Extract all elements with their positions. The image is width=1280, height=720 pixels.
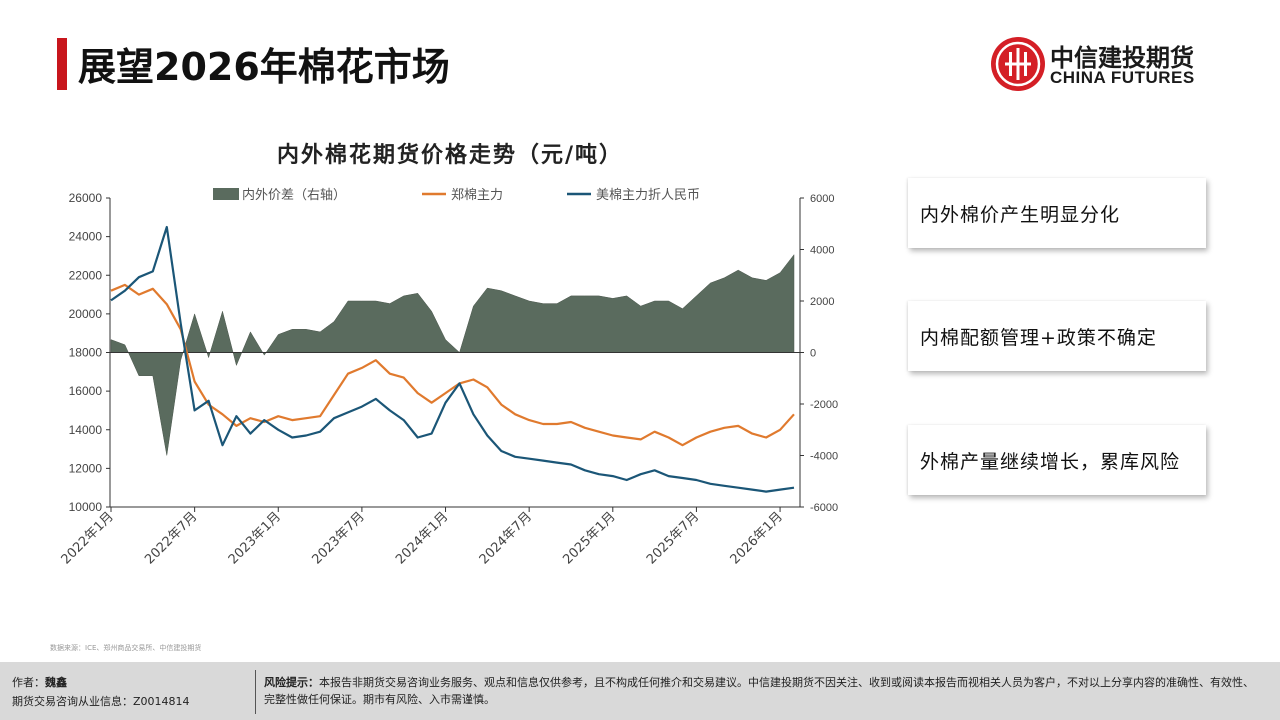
y-right-tick-label: -2000 <box>810 399 838 411</box>
y-right-tick-label: 0 <box>810 348 816 360</box>
insight-text-1: 内外棉价产生明显分化 <box>920 204 1121 226</box>
x-tick-label: 2025年1月 <box>560 509 618 567</box>
legend-label: 郑棉主力 <box>451 188 503 203</box>
y-left-tick-label: 24000 <box>69 230 103 244</box>
x-tick-label: 2024年7月 <box>477 509 535 567</box>
insight-card-2: 内棉配额管理+政策不确定 <box>908 301 1206 371</box>
insight-text-3: 外棉产量继续增长，累库风险 <box>920 451 1181 473</box>
x-tick-label: 2025年7月 <box>644 509 702 567</box>
y-left-tick-label: 16000 <box>69 384 103 398</box>
x-tick-label: 2022年1月 <box>59 509 117 567</box>
title-accent-bar <box>57 38 67 90</box>
author-line: 作者：魏鑫 <box>12 674 67 690</box>
series-line-2 <box>110 225 795 493</box>
y-left-tick-label: 20000 <box>69 307 103 321</box>
insight-card-1: 内外棉价产生明显分化 <box>908 178 1206 248</box>
x-tick-label: 2022年7月 <box>142 509 200 567</box>
page-title: 展望2026年棉花市场 <box>78 45 450 89</box>
risk-disclaimer: 风险提示：本报告非期货交易咨询业务服务、观点和信息仅供参考，且不构成任何推介和交… <box>264 674 1264 708</box>
y-right-tick-label: 4000 <box>810 245 834 257</box>
x-tick-label: 2023年7月 <box>309 509 367 567</box>
legend-label: 内外价差（右轴） <box>242 187 346 203</box>
author-name: 魏鑫 <box>45 676 67 689</box>
price-chart: 2600024000220002000018000160001400012000… <box>59 187 839 567</box>
y-right-tick-label: 6000 <box>810 193 834 205</box>
risk-label: 风险提示： <box>264 676 319 689</box>
y-left-tick-label: 10000 <box>69 500 103 514</box>
x-tick-label: 2023年1月 <box>226 509 284 567</box>
legend-label: 美棉主力折人民币 <box>596 188 700 203</box>
spread-area <box>110 253 795 456</box>
y-left-tick-label: 26000 <box>69 191 103 205</box>
y-right-tick-label: -6000 <box>810 502 838 514</box>
y-left-tick-label: 22000 <box>69 268 103 282</box>
insight-text-2: 内棉配额管理+政策不确定 <box>920 327 1157 349</box>
footer-divider <box>255 670 256 714</box>
y-right-tick-label: -4000 <box>810 451 838 463</box>
author-label: 作者： <box>12 676 45 689</box>
series-line-1 <box>110 283 795 447</box>
insight-card-3: 外棉产量继续增长，累库风险 <box>908 425 1206 495</box>
legend-swatch <box>213 188 239 200</box>
company-logo: 中信建投期货 CHINA FUTURES <box>988 34 1238 94</box>
y-left-tick-label: 14000 <box>69 423 103 437</box>
chart-title: 内外棉花期货价格走势（元/吨） <box>276 142 624 168</box>
risk-text: 本报告非期货交易咨询业务服务、观点和信息仅供参考，且不构成任何推介和交易建议。中… <box>264 676 1254 706</box>
logo-en-text: CHINA FUTURES <box>1050 68 1195 87</box>
x-tick-label: 2026年1月 <box>728 509 786 567</box>
footer: 作者：魏鑫 期货交易咨询从业信息：Z0014814 风险提示：本报告非期货交易咨… <box>0 662 1280 720</box>
data-source: 数据来源：ICE、郑州商品交易所、中信建投期货 <box>50 644 202 652</box>
x-tick-label: 2024年1月 <box>393 509 451 567</box>
y-right-tick-label: 2000 <box>810 296 834 308</box>
y-left-tick-label: 12000 <box>69 461 103 475</box>
citic-logo-icon <box>991 37 1045 91</box>
logo-cn-text: 中信建投期货 <box>1050 44 1194 72</box>
y-left-tick-label: 18000 <box>69 346 103 360</box>
license-info: 期货交易咨询从业信息：Z0014814 <box>12 695 190 708</box>
